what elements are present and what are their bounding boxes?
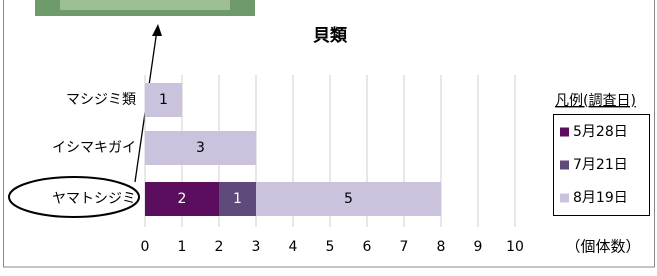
- x-tick-label: 7: [400, 239, 409, 255]
- data-label: 2: [178, 191, 187, 207]
- data-label: 3: [196, 140, 205, 156]
- x-tick-label: 1: [178, 239, 187, 255]
- x-tick-label: 4: [289, 239, 298, 255]
- x-tick-label: 3: [252, 239, 261, 255]
- y-tick-label: イシマキガイ: [52, 140, 136, 156]
- legend-swatch: [560, 194, 569, 203]
- photo-detail: [60, 0, 230, 10]
- y-tick-label: マシジミ類: [66, 92, 136, 108]
- data-label: 5: [344, 191, 353, 207]
- legend-label: 8月19日: [573, 190, 628, 206]
- x-tick-label: 10: [506, 239, 524, 255]
- x-tick-label: 0: [141, 239, 150, 255]
- x-tick-label: 8: [437, 239, 446, 255]
- legend-label: 5月28日: [573, 124, 628, 140]
- data-label: 1: [233, 191, 242, 207]
- chart-title: 貝類: [313, 26, 348, 46]
- data-label: 1: [159, 92, 168, 108]
- y-tick-label: ヤマトシジミ: [52, 191, 136, 207]
- x-tick-label: 6: [363, 239, 372, 255]
- x-tick-label: 9: [474, 239, 483, 255]
- x-tick-label: 2: [215, 239, 224, 255]
- x-tick-label: 5: [326, 239, 335, 255]
- legend-swatch: [560, 161, 569, 170]
- x-axis-label: （個体数）: [565, 238, 640, 256]
- legend-label: 7月21日: [573, 157, 628, 173]
- chart: 貝類 （個体数） 凡例(調査日) 0 1 2 3 4 5 6 7 8 9 10 マシジミ類 1 イシマキガ…: [0, 0, 657, 272]
- legend-title: 凡例(調査日): [555, 93, 636, 109]
- legend-swatch: [560, 128, 569, 137]
